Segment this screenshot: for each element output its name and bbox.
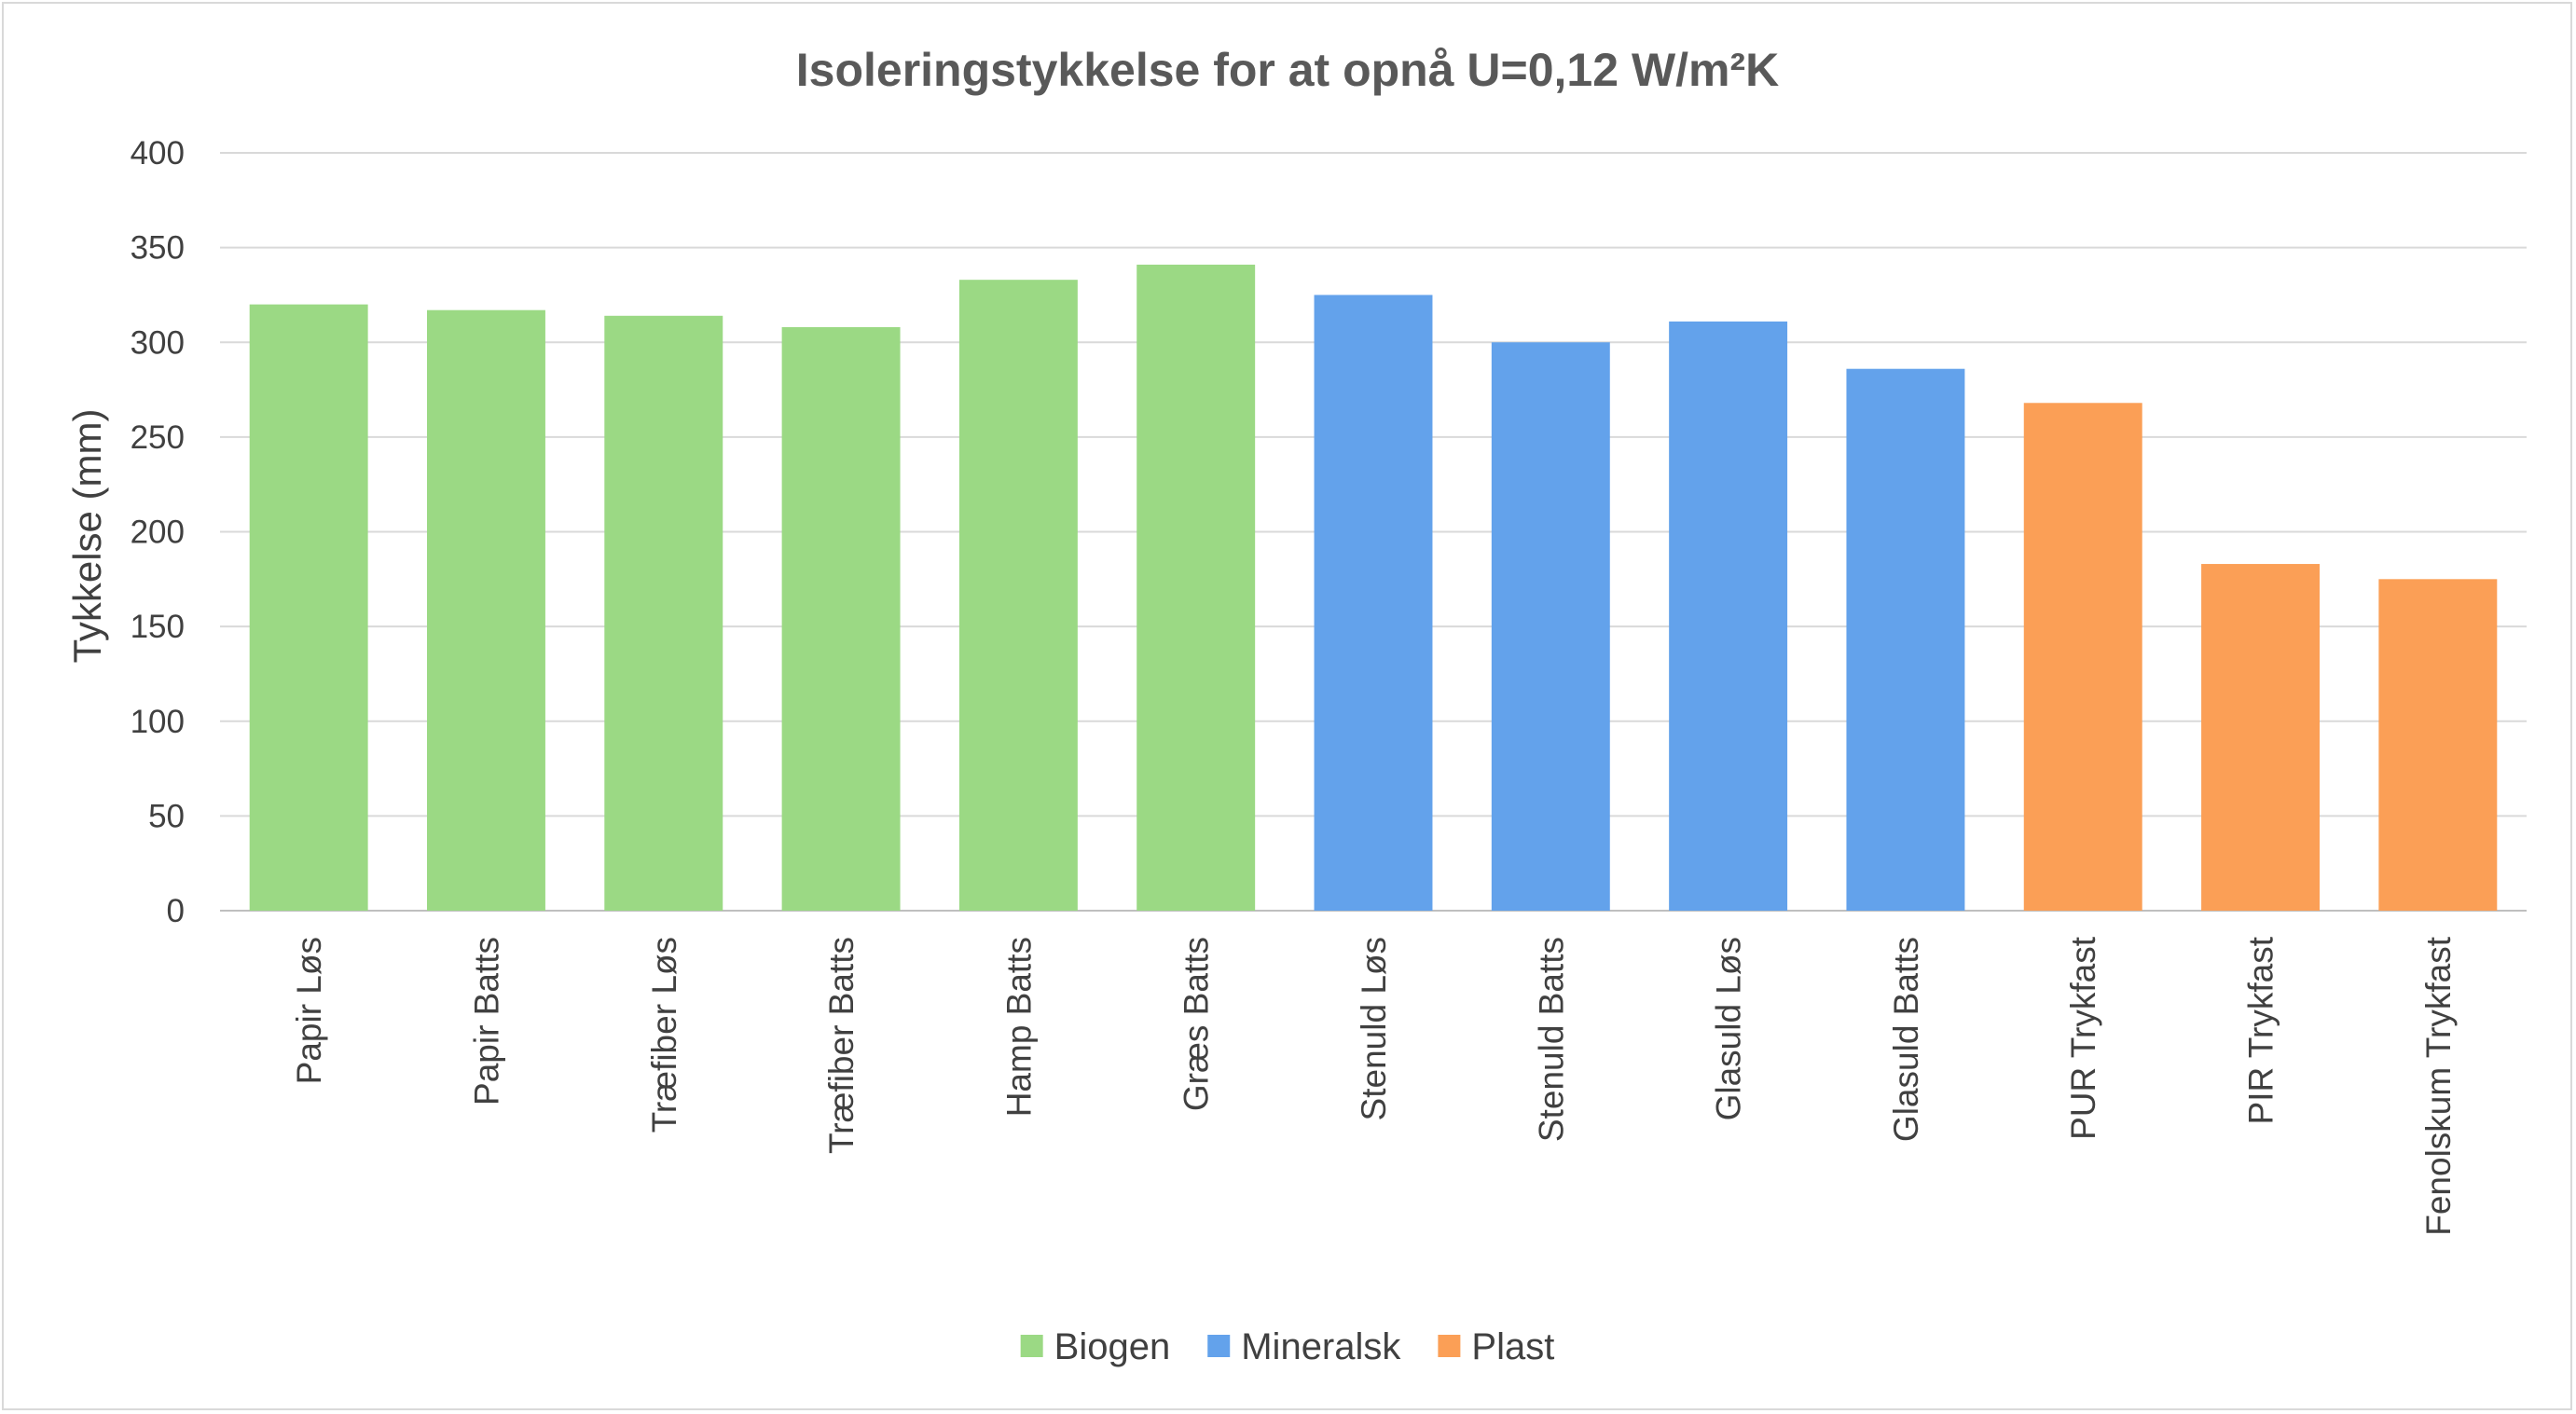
y-axis-ticks: 0 50 100 150 200 250 300 350 400 [131, 135, 185, 929]
bar-stenuld-batts [1491, 342, 1610, 911]
bar-græs-batts [1136, 264, 1256, 912]
y-tick-label: 150 [131, 609, 185, 645]
bar-træfiber-løs [604, 315, 723, 911]
bar-pir-trykfast [2201, 564, 2321, 911]
x-category-label: Papir Batts [467, 937, 505, 1105]
x-category-label: Papir Løs [290, 937, 328, 1084]
y-tick-label: 350 [131, 230, 185, 267]
y-tick-label: 0 [167, 893, 185, 929]
y-tick-label: 50 [148, 798, 185, 834]
x-category-label: Stenuld Løs [1355, 937, 1393, 1120]
y-axis-title: Tykkelse (mm) [65, 409, 109, 664]
x-category-label: Stenuld Batts [1532, 937, 1570, 1142]
x-category-label: Glasuld Batts [1887, 937, 1925, 1142]
y-tick-label: 100 [131, 704, 185, 740]
legend-swatch [1207, 1335, 1231, 1357]
bar-træfiber-batts [781, 326, 901, 911]
bar-glasuld-batts [1846, 368, 1965, 912]
y-tick-label: 250 [131, 419, 185, 456]
x-category-label: Græs Batts [1178, 937, 1216, 1111]
bar-stenuld-løs [1314, 295, 1433, 911]
y-tick-label: 300 [131, 324, 185, 361]
chart-title: Isoleringstykkelse for at opnå U=0,12 W/… [796, 44, 1780, 96]
legend-item-biogen: Biogen [1020, 1326, 1171, 1367]
y-tick-label: 200 [131, 515, 185, 551]
x-category-label: PIR Trykfast [2242, 936, 2280, 1124]
legend-item-mineralsk: Mineralsk [1207, 1326, 1401, 1367]
legend-swatch [1438, 1335, 1461, 1357]
bar-papir-batts [426, 309, 545, 911]
legend-item-plast: Plast [1438, 1326, 1554, 1367]
x-category-label: Træfiber Løs [645, 937, 683, 1133]
bar-pur-trykfast [2023, 403, 2142, 911]
x-category-label: Fenolskum Trykfast [2419, 936, 2458, 1235]
bar-papir-løs [249, 304, 368, 912]
x-category-label: PUR Trykfast [2064, 936, 2102, 1140]
y-tick-label: 400 [131, 135, 185, 172]
bar-hamp-batts [958, 280, 1078, 911]
legend-label: Plast [1471, 1326, 1554, 1367]
x-category-label: Hamp Batts [999, 937, 1038, 1117]
x-category-label: Træfiber Batts [822, 937, 861, 1154]
legend-label: Mineralsk [1241, 1326, 1401, 1367]
legend-swatch [1020, 1335, 1043, 1357]
bar-glasuld-løs [1669, 321, 1788, 912]
legend: Biogen Mineralsk Plast [1020, 1326, 1554, 1367]
x-category-label: Glasuld Løs [1710, 937, 1748, 1120]
bar-fenolskum-trykfast [2378, 579, 2498, 911]
bars [249, 264, 2498, 912]
legend-label: Biogen [1054, 1326, 1171, 1367]
x-axis-category-labels: Papir Løs Papir Batts Træfiber Løs Træfiber… [290, 936, 2458, 1235]
